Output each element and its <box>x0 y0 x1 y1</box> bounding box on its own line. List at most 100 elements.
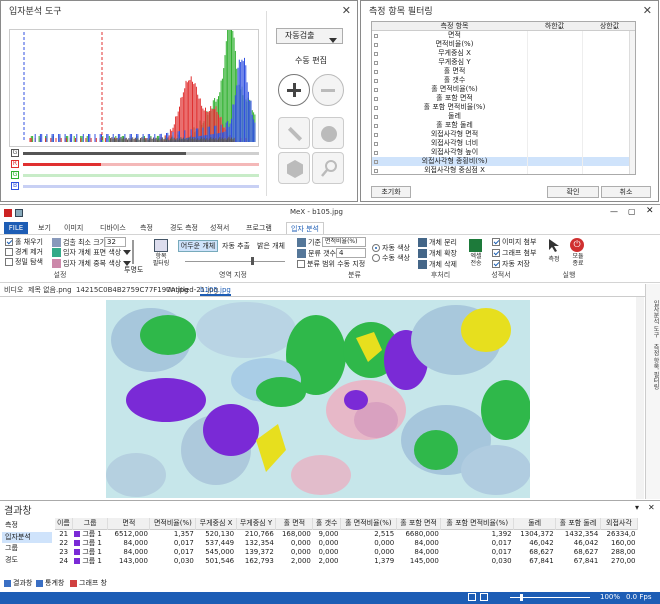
filter-min[interactable] <box>527 31 582 40</box>
ribbon-tab-0[interactable]: 보기 <box>38 224 51 232</box>
border-remove-checkbox[interactable]: 경계 제거 <box>5 248 43 257</box>
channel-track[interactable] <box>23 163 259 166</box>
auto-detect-dropdown[interactable]: 자동검출 <box>276 28 343 44</box>
filter-row[interactable]: 둘레 <box>372 112 635 121</box>
filter-min[interactable] <box>527 103 582 112</box>
zoom-tool-button[interactable] <box>312 152 344 184</box>
ribbon-tab-6[interactable]: 프로그램 <box>246 224 272 232</box>
object-separate-button[interactable]: 개체 분리 <box>418 238 457 248</box>
filter-row[interactable]: 외접사각형 중심점 X <box>372 166 635 174</box>
results-col-header[interactable]: 이름 <box>55 518 73 529</box>
doc-tab[interactable]: 14215C0B4B2759C77F197A.jpg <box>76 286 189 294</box>
filter-row[interactable]: 무게중심 Y <box>372 58 635 67</box>
filter-max[interactable] <box>582 139 629 148</box>
filter-min[interactable] <box>527 85 582 94</box>
results-col-header[interactable]: 무게중심 X <box>195 518 237 529</box>
module-end-button[interactable]: ⏻ 모듈 종료 <box>567 238 589 270</box>
close-icon[interactable]: ✕ <box>648 503 655 512</box>
manual-color-radio[interactable]: 수동 색상 <box>372 254 410 263</box>
filter-min[interactable] <box>527 166 582 174</box>
file-tab[interactable]: FILE <box>4 222 28 234</box>
ribbon-tab-5[interactable]: 성적서 <box>210 224 230 232</box>
filter-max[interactable] <box>582 40 629 49</box>
filter-min[interactable] <box>527 121 582 130</box>
filter-min[interactable] <box>527 148 582 157</box>
channel-slider-0[interactable]: G <box>9 148 259 158</box>
ribbon-tab-2[interactable]: 디바이스 <box>100 224 126 232</box>
filter-max[interactable] <box>582 85 629 94</box>
reset-button[interactable]: 초기화 <box>371 186 411 198</box>
scrollbar[interactable] <box>629 31 635 174</box>
filter-row[interactable]: 외접사각형 면적 <box>372 130 635 139</box>
pin-icon[interactable]: ▾ <box>635 503 640 512</box>
count-input[interactable]: 4 <box>336 248 366 258</box>
filter-max[interactable] <box>582 94 629 103</box>
brush-tool-button[interactable] <box>278 117 310 149</box>
results-col-header[interactable]: 홀 갯수 <box>312 518 341 529</box>
ribbon-tab-7[interactable]: 입자 분석 <box>286 222 324 234</box>
filter-max[interactable] <box>582 49 629 58</box>
filter-max[interactable] <box>582 76 629 85</box>
filter-max[interactable] <box>582 67 629 76</box>
auto-save-checkbox[interactable]: 자동 저장 <box>492 260 530 269</box>
results-col-header[interactable]: 홀 면적 <box>275 518 314 529</box>
filter-row[interactable]: 면적 <box>372 31 635 40</box>
filter-row[interactable]: 외접사각형 종횡비(%) <box>372 157 635 166</box>
object-remove-button[interactable]: 개체 삭제 <box>418 260 457 270</box>
filter-min[interactable] <box>527 58 582 67</box>
results-nav-item[interactable]: 측정 <box>5 521 18 529</box>
item-filter-button[interactable]: 항목 필터링 <box>150 238 172 270</box>
graph-include-checkbox[interactable]: 그래프 첨부 <box>492 249 536 258</box>
filter-min[interactable] <box>527 76 582 85</box>
fit-icon[interactable] <box>468 593 476 601</box>
results-nav-item[interactable]: 입자분석 <box>2 531 52 543</box>
results-nav-item[interactable]: 경도 <box>5 555 18 564</box>
filter-row[interactable]: 외접사각형 너비 <box>372 139 635 148</box>
close-icon[interactable]: ✕ <box>341 4 351 17</box>
save-icon[interactable] <box>15 209 23 217</box>
filter-row[interactable]: 무게중심 X <box>372 49 635 58</box>
channel-slider-3[interactable]: B <box>9 181 259 191</box>
table-row[interactable]: 21 그룹 1 6512,000 1,357 520,130 210,766 168,000… <box>55 529 638 539</box>
filter-row[interactable]: 홀 포함 면적 <box>372 94 635 103</box>
measure-button[interactable]: 측정 <box>544 238 564 270</box>
particle-color-button[interactable]: 입자 개체 표면 색상 <box>52 248 132 258</box>
doc-tab[interactable]: 제목 없음.png <box>28 286 72 294</box>
ok-button[interactable]: 확인 <box>547 186 599 198</box>
results-col-header[interactable]: 그룹 <box>72 518 109 529</box>
maximize-icon[interactable]: ▢ <box>628 207 636 216</box>
hexagon-tool-button[interactable] <box>278 152 310 184</box>
region-slider-thumb[interactable] <box>251 257 254 265</box>
filter-max[interactable] <box>582 103 629 112</box>
results-col-header[interactable]: 무게중심 Y <box>236 518 277 529</box>
filter-min[interactable] <box>527 157 582 166</box>
filter-min[interactable] <box>527 94 582 103</box>
table-row[interactable]: 23 그룹 1 84,000 0,017 545,000 139,372 0,000 0,00… <box>55 548 638 557</box>
filter-min[interactable] <box>527 139 582 148</box>
results-col-header[interactable]: 면적비율(%) <box>149 518 197 529</box>
range-manual-checkbox[interactable]: 분류 범위 수동 지정 <box>297 260 365 269</box>
histogram-plot[interactable] <box>9 13 259 147</box>
ribbon-tab-4[interactable]: 경도 측정 <box>170 224 198 232</box>
filter-max[interactable] <box>582 130 629 139</box>
min-size-input[interactable]: 32 <box>104 237 126 247</box>
excel-export-button[interactable]: 엑셀 전송 <box>466 238 486 270</box>
filter-max[interactable] <box>582 58 629 67</box>
ribbon-tab-3[interactable]: 측정 <box>140 224 153 232</box>
vertical-scrollbar[interactable] <box>636 297 644 499</box>
bright-object-button[interactable]: 밝은 개체 <box>257 242 285 250</box>
image-viewport[interactable] <box>0 297 644 499</box>
filter-row[interactable]: 홀 포함 둘레 <box>372 121 635 130</box>
bottom-tab[interactable]: 결과창 <box>4 578 32 589</box>
region-slider-track[interactable] <box>185 261 285 262</box>
minimize-icon[interactable]: — <box>610 207 618 216</box>
results-col-header[interactable]: 둘레 <box>513 518 557 529</box>
table-row[interactable]: 24 그룹 1 143,000 0,030 501,546 162,793 2,000 2,0… <box>55 557 638 566</box>
table-row[interactable]: 22 그룹 1 84,000 0,017 537,449 132,354 0,000 0,00… <box>55 539 638 548</box>
zoom-track[interactable] <box>510 597 590 598</box>
zoom-thumb[interactable] <box>520 594 523 601</box>
filter-row[interactable]: 외접사각형 높이 <box>372 148 635 157</box>
remove-button[interactable] <box>312 74 344 106</box>
filter-row[interactable]: 홀 면적비율(%) <box>372 85 635 94</box>
close-window-icon[interactable]: ✕ <box>646 206 654 216</box>
